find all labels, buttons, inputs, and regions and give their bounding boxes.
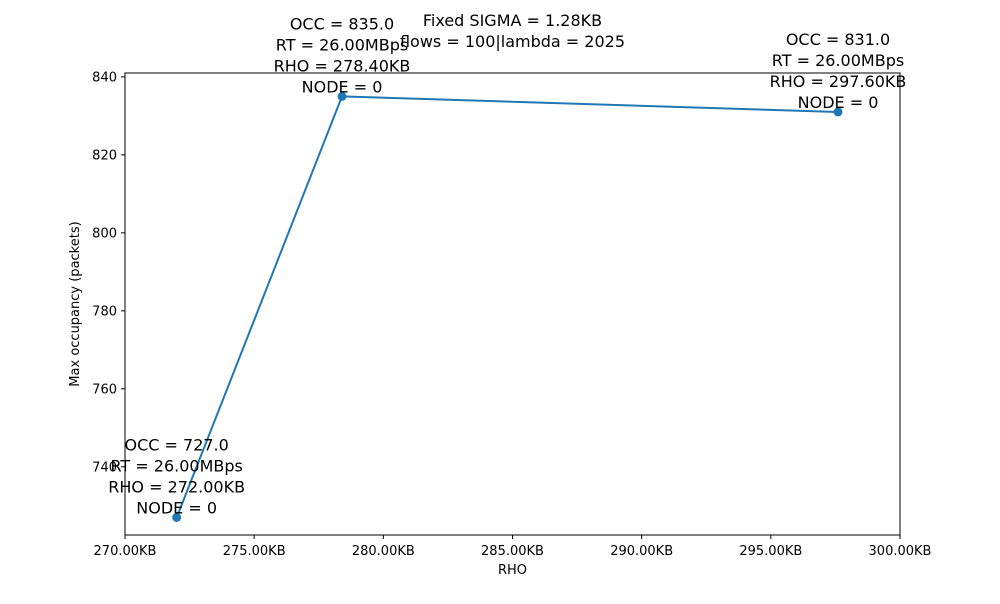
y-tick-label: 820 bbox=[92, 148, 117, 163]
plot-frame bbox=[124, 72, 901, 536]
point-annotation-line: RHO = 272.00KB bbox=[108, 477, 245, 496]
point-annotation-line: OCC = 835.0 bbox=[290, 14, 394, 33]
y-tick-label: 780 bbox=[92, 304, 117, 319]
y-axis-ticks: 740 760 780 800 820 840 bbox=[92, 70, 125, 475]
y-tick-label: 840 bbox=[92, 70, 117, 85]
point-annotation-line: OCC = 727.0 bbox=[125, 435, 229, 454]
point-annotation-line: RT = 26.00MBps bbox=[772, 51, 904, 70]
y-tick-label: 760 bbox=[92, 382, 117, 397]
chart-title-line: flows = 100|lambda = 2025 bbox=[400, 32, 625, 51]
y-tick-label: 800 bbox=[92, 226, 117, 241]
point-annotation-line: RT = 26.00MBps bbox=[110, 456, 242, 475]
x-tick-label: 270.00KB bbox=[94, 544, 157, 559]
point-annotation-line: RT = 26.00MBps bbox=[276, 35, 408, 54]
data-point bbox=[172, 512, 182, 522]
point-annotation-line: OCC = 831.0 bbox=[786, 30, 890, 49]
y-tick-label: 740 bbox=[92, 460, 117, 475]
point-annotation-line: RHO = 278.40KB bbox=[274, 56, 411, 75]
x-tick-label: 290.00KB bbox=[610, 544, 673, 559]
x-tick-label: 280.00KB bbox=[352, 544, 415, 559]
data-point bbox=[337, 91, 347, 101]
x-tick-label: 295.00KB bbox=[739, 544, 802, 559]
annotations: OCC = 727.0 RT = 26.00MBps RHO = 272.00KB N… bbox=[108, 14, 906, 517]
chart-title-line: Fixed SIGMA = 1.28KB bbox=[423, 11, 602, 30]
x-axis-label: RHO bbox=[498, 563, 527, 578]
x-axis-ticks: 270.00KB 275.00KB 280.00KB 285.00KB 290.00KB… bbox=[94, 535, 932, 559]
x-tick-label: 275.00KB bbox=[223, 544, 286, 559]
x-tick-label: 300.00KB bbox=[869, 544, 932, 559]
data-point bbox=[833, 107, 843, 117]
chart-title: Fixed SIGMA = 1.28KB flows = 100|lambda =… bbox=[400, 11, 625, 51]
point-annotation-line: RHO = 297.60KB bbox=[770, 72, 907, 91]
point-annotation-line: NODE = 0 bbox=[798, 93, 879, 112]
x-tick-label: 285.00KB bbox=[481, 544, 544, 559]
y-axis-label: Max occupancy (packets) bbox=[68, 221, 83, 386]
point-annotation-line: NODE = 0 bbox=[136, 498, 217, 517]
point-annotation-line: NODE = 0 bbox=[302, 77, 383, 96]
series-layer bbox=[172, 91, 843, 522]
